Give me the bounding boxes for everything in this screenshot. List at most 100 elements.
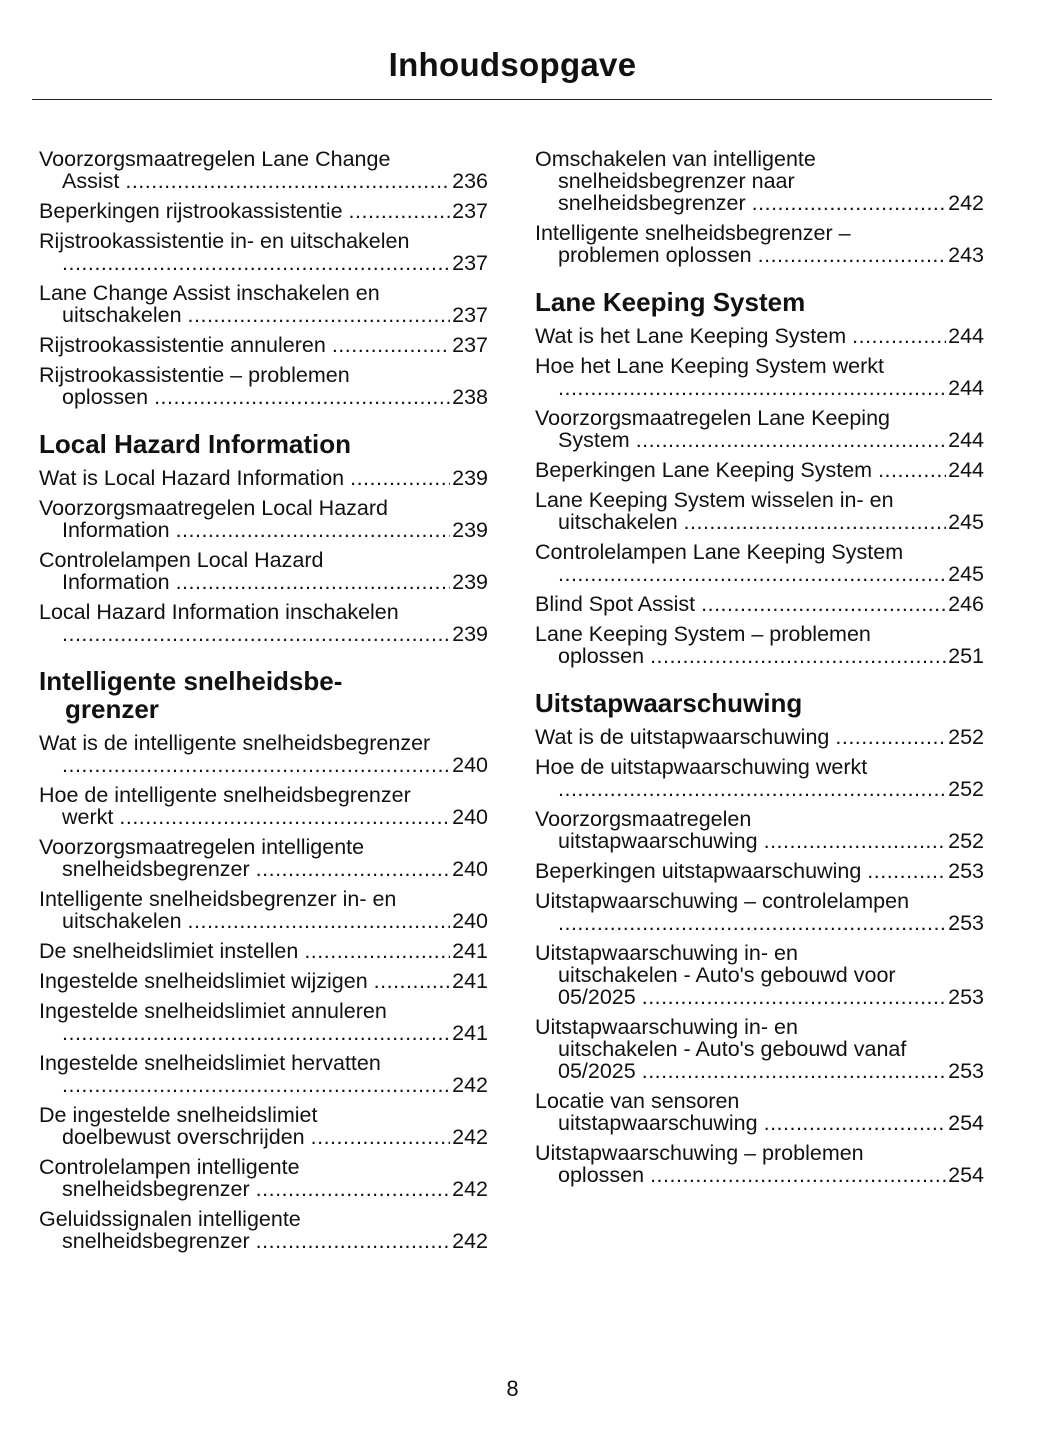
toc-entry[interactable]: Wat is de uitstapwaarschuwing 252 — [535, 726, 984, 748]
toc-entry-page[interactable]: 239 — [452, 570, 488, 594]
toc-entry-text: Wat is de uitstapwaarschuwing — [535, 725, 830, 749]
toc-entry-text: Wat is het Lane Keeping System — [535, 324, 847, 348]
section-heading-line: Local Hazard Information — [39, 429, 352, 459]
toc-entry-page[interactable]: 253 — [948, 859, 984, 883]
toc-entry[interactable]: Voorzorgsmaatregelen intelligente snelhei… — [39, 836, 488, 880]
toc-entry[interactable]: Uitstapwaarschuwing – controlelampen 253 — [535, 890, 984, 934]
toc-entry[interactable]: De ingestelde snelheidslimiet doelbewust … — [39, 1104, 488, 1148]
toc-entry[interactable]: Wat is Local Hazard Information 239 — [39, 467, 488, 489]
toc-entry-text: Blind Spot Assist — [535, 592, 696, 616]
toc-entry-page[interactable]: 243 — [948, 243, 984, 267]
toc-entry[interactable]: Blind Spot Assist 246 — [535, 593, 984, 615]
toc-entry[interactable]: Ingestelde snelheidslimiet wijzigen 241 — [39, 970, 488, 992]
toc-entry-page[interactable]: 242 — [452, 1125, 488, 1149]
toc-entry-page[interactable]: 253 — [948, 985, 984, 1009]
toc-entry[interactable]: Ingestelde snelheidslimiet annuleren 241 — [39, 1000, 488, 1044]
toc-entry[interactable]: Controlelampen intelligente snelheidsbegr… — [39, 1156, 488, 1200]
toc-entry-page[interactable]: 245 — [948, 562, 984, 586]
toc-entry-page[interactable]: 253 — [948, 1059, 984, 1083]
toc-entry[interactable]: Omschakelen van intelligente snelheidsbeg… — [535, 148, 984, 214]
toc-entry-text: snelheidsbegrenzer — [62, 1229, 250, 1253]
toc-entry-page[interactable]: 242 — [452, 1073, 488, 1097]
toc-entry[interactable]: Hoe de uitstapwaarschuwing werkt 252 — [535, 756, 984, 800]
toc-entry[interactable]: Controlelampen Lane Keeping System 245 — [535, 541, 984, 585]
toc-entry-page[interactable]: 244 — [948, 324, 984, 348]
toc-entry-last-line: oplossen 238 — [39, 386, 488, 408]
toc-entry[interactable]: Lane Change Assist inschakelen en uitscha… — [39, 282, 488, 326]
toc-entry-page[interactable]: 236 — [452, 169, 488, 193]
toc-entry[interactable]: Rijstrookassistentie – problemen oplossen… — [39, 364, 488, 408]
toc-entry[interactable]: Uitstapwaarschuwing in- en uitschakelen -… — [535, 1016, 984, 1082]
toc-entry[interactable]: Beperkingen uitstapwaarschuwing 253 — [535, 860, 984, 882]
toc-entry[interactable]: Rijstrookassistentie annuleren 237 — [39, 334, 488, 356]
toc-entry-page[interactable]: 254 — [948, 1163, 984, 1187]
toc-entry-text: Voorzorgsmaatregelen — [535, 807, 752, 831]
toc-entry-text: Rijstrookassistentie annuleren — [39, 333, 326, 357]
toc-entry-page[interactable]: 240 — [452, 805, 488, 829]
toc-entry[interactable]: Hoe het Lane Keeping System werkt 244 — [535, 355, 984, 399]
toc-entry-last-line: Beperkingen rijstrookassistentie 237 — [39, 200, 488, 222]
toc-entry[interactable]: Ingestelde snelheidslimiet hervatten 242 — [39, 1052, 488, 1096]
toc-entry-last-line: 244 — [535, 377, 984, 399]
toc-entry[interactable]: Wat is het Lane Keeping System 244 — [535, 325, 984, 347]
toc-entry[interactable]: Beperkingen Lane Keeping System 244 — [535, 459, 984, 481]
dot-leader — [349, 200, 451, 222]
toc-entry-page[interactable]: 237 — [452, 303, 488, 327]
toc-entry-page[interactable]: 244 — [948, 376, 984, 400]
toc-entry-page[interactable]: 237 — [452, 199, 488, 223]
toc-entry-page[interactable]: 237 — [452, 333, 488, 357]
toc-entry-page[interactable]: 242 — [452, 1229, 488, 1253]
toc-entry-page[interactable]: 237 — [452, 251, 488, 275]
toc-entry-page[interactable]: 242 — [452, 1177, 488, 1201]
toc-entry-page[interactable]: 254 — [948, 1111, 984, 1135]
toc-entry[interactable]: De snelheidslimiet instellen 241 — [39, 940, 488, 962]
toc-entry[interactable]: Lane Keeping System wisselen in- en uitsc… — [535, 489, 984, 533]
toc-entry[interactable]: Beperkingen rijstrookassistentie 237 — [39, 200, 488, 222]
toc-entry[interactable]: Hoe de intelligente snelheidsbegrenzer we… — [39, 784, 488, 828]
toc-entry-page[interactable]: 246 — [948, 592, 984, 616]
toc-entry[interactable]: Voorzorgsmaatregelen Local Hazard Informa… — [39, 497, 488, 541]
toc-entry[interactable]: Wat is de intelligente snelheidsbegrenze… — [39, 732, 488, 776]
toc-entry-page[interactable]: 253 — [948, 911, 984, 935]
toc-entry-text: Ingestelde snelheidslimiet hervatten — [39, 1051, 381, 1075]
toc-entry-page[interactable]: 239 — [452, 466, 488, 490]
toc-entry-last-line: Wat is het Lane Keeping System 244 — [535, 325, 984, 347]
toc-entry-last-line: Wat is Local Hazard Information 239 — [39, 467, 488, 489]
toc-entry-page[interactable]: 240 — [452, 909, 488, 933]
toc-entry-page[interactable]: 244 — [948, 428, 984, 452]
toc-entry-page[interactable]: 239 — [452, 518, 488, 542]
toc-entry-page[interactable]: 245 — [948, 510, 984, 534]
toc-entry-page[interactable]: 252 — [948, 725, 984, 749]
toc-entry[interactable]: Local Hazard Information inschakelen 239 — [39, 601, 488, 645]
toc-entry-last-line: 241 — [39, 1022, 488, 1044]
toc-entry[interactable]: Rijstrookassistentie in- en uitschakelen… — [39, 230, 488, 274]
toc-entry[interactable]: Geluidssignalen intelligente snelheidsbeg… — [39, 1208, 488, 1252]
toc-entry-page[interactable]: 241 — [452, 969, 488, 993]
toc-entry-page[interactable]: 252 — [948, 777, 984, 801]
toc-entry-text: problemen oplossen — [558, 243, 752, 267]
toc-entry[interactable]: Intelligente snelheidsbegrenzer – problem… — [535, 222, 984, 266]
dot-leader — [852, 325, 946, 347]
toc-entry-page[interactable]: 252 — [948, 829, 984, 853]
toc-entry-page[interactable]: 239 — [452, 622, 488, 646]
toc-entry-page[interactable]: 240 — [452, 857, 488, 881]
toc-entry[interactable]: Intelligente snelheidsbegrenzer in- en ui… — [39, 888, 488, 932]
toc-entry-last-line: uitstapwaarschuwing 252 — [535, 830, 984, 852]
toc-entry-page[interactable]: 241 — [452, 1021, 488, 1045]
toc-entry-page[interactable]: 251 — [948, 644, 984, 668]
toc-entry-page[interactable]: 242 — [948, 191, 984, 215]
toc-entry-page[interactable]: 241 — [452, 939, 488, 963]
toc-entry-text: snelheidsbegrenzer — [62, 857, 250, 881]
toc-entry[interactable]: Uitstapwaarschuwing in- en uitschakelen -… — [535, 942, 984, 1008]
toc-entry-text: Beperkingen rijstrookassistentie — [39, 199, 343, 223]
toc-entry-page[interactable]: 244 — [948, 458, 984, 482]
toc-entry-page[interactable]: 238 — [452, 385, 488, 409]
toc-entry-page[interactable]: 240 — [452, 753, 488, 777]
